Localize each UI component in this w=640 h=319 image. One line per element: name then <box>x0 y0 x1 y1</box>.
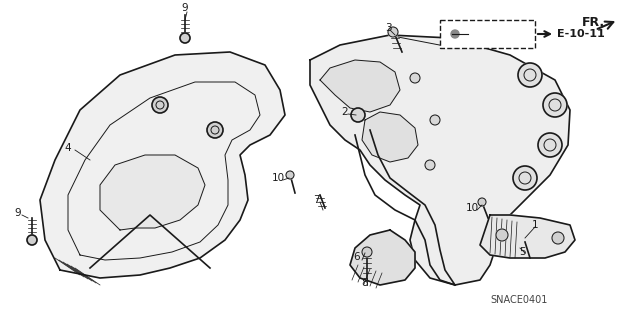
FancyBboxPatch shape <box>440 20 535 48</box>
Circle shape <box>478 198 486 206</box>
Circle shape <box>430 115 440 125</box>
Circle shape <box>286 171 294 179</box>
Circle shape <box>207 122 223 138</box>
Polygon shape <box>362 112 418 162</box>
Text: 10: 10 <box>465 203 479 213</box>
Circle shape <box>351 108 365 122</box>
Circle shape <box>27 235 37 245</box>
Circle shape <box>513 166 537 190</box>
Circle shape <box>362 247 372 257</box>
Polygon shape <box>480 215 575 258</box>
Text: 2: 2 <box>342 107 348 117</box>
Text: 10: 10 <box>271 173 285 183</box>
Circle shape <box>152 97 168 113</box>
Text: 1: 1 <box>532 220 538 230</box>
Polygon shape <box>40 52 285 278</box>
Circle shape <box>552 232 564 244</box>
Circle shape <box>410 73 420 83</box>
Text: E-10-11: E-10-11 <box>557 29 605 39</box>
Polygon shape <box>320 60 400 112</box>
Text: 9: 9 <box>15 208 21 218</box>
Text: 4: 4 <box>65 143 71 153</box>
Text: 9: 9 <box>182 3 188 13</box>
Text: 5: 5 <box>518 247 525 257</box>
Text: 8: 8 <box>362 278 368 288</box>
Circle shape <box>388 27 398 37</box>
Circle shape <box>538 133 562 157</box>
Polygon shape <box>310 35 570 285</box>
Circle shape <box>518 63 542 87</box>
Text: 7: 7 <box>313 195 319 205</box>
Circle shape <box>543 93 567 117</box>
Polygon shape <box>350 230 415 285</box>
Text: 3: 3 <box>385 23 391 33</box>
Polygon shape <box>100 155 205 230</box>
Circle shape <box>451 30 459 38</box>
Text: SNACE0401: SNACE0401 <box>490 295 547 305</box>
Circle shape <box>180 33 190 43</box>
Text: FR.: FR. <box>582 16 605 29</box>
Circle shape <box>496 229 508 241</box>
Circle shape <box>425 160 435 170</box>
Text: 6: 6 <box>354 252 360 262</box>
